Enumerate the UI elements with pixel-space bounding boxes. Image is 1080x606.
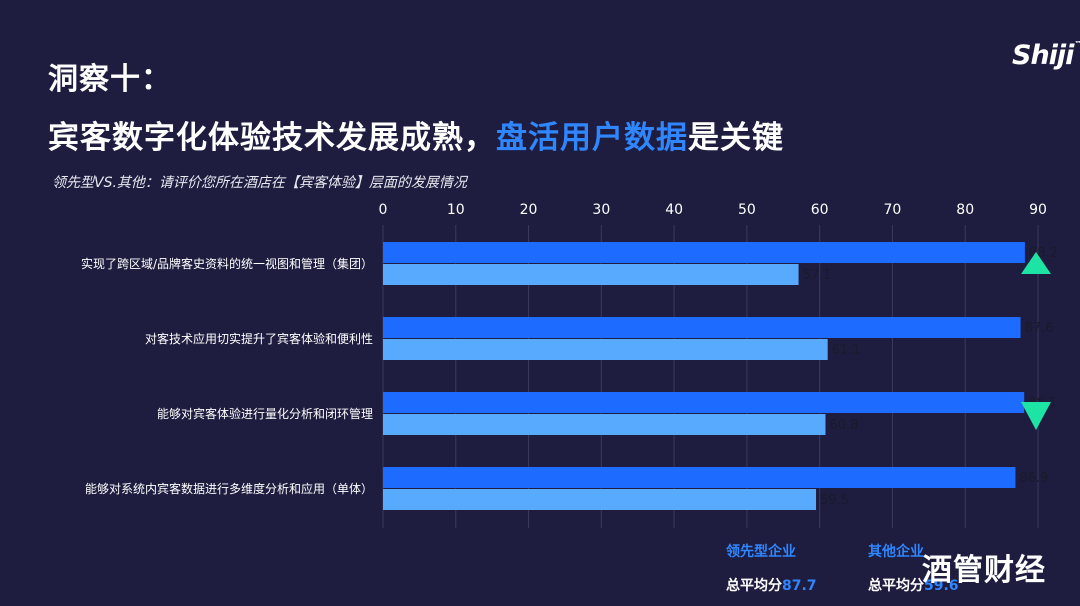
data-label: 86.9 — [1019, 471, 1048, 486]
bar-other — [383, 264, 799, 285]
chart-subtitle: 领先型VS.其他：请评价您所在酒店在【宾客体验】层面的发展情况 — [52, 175, 467, 191]
shiji-logo: Shiji™ — [1012, 40, 1080, 71]
category-label: 能够对宾客体验进行量化分析和闭环管理 — [157, 406, 373, 421]
data-label: 61.1 — [832, 343, 861, 358]
slide-label: 洞察十： — [48, 62, 172, 97]
legend-other-avg-value: 59.6 — [924, 578, 959, 594]
x-tick-label: 10 — [447, 202, 465, 218]
headline-highlight: 盘活用户数据 — [496, 120, 688, 156]
logo-trademark: ™ — [1074, 40, 1080, 48]
legend-other: 其他企业 总平均分59.6 — [868, 541, 959, 595]
legend-other-avg-label: 总平均分 — [868, 578, 924, 594]
legend-other-avg: 总平均分59.6 — [868, 575, 959, 595]
bar-leading — [383, 317, 1021, 338]
headline-part1: 宾客数字化体验技术发展成熟， — [48, 120, 496, 156]
data-label: 59.5 — [820, 493, 849, 508]
legend-leading: 领先型企业 总平均分87.7 — [726, 541, 817, 595]
bar-leading — [383, 467, 1016, 488]
x-tick-label: 90 — [1029, 202, 1047, 218]
headline-part2: 是关键 — [688, 120, 784, 156]
up-triangle-marker — [1021, 252, 1051, 274]
data-label: 57.1 — [803, 268, 832, 283]
category-label: 实现了跨区域/品牌客史资料的统一视图和管理（集团） — [81, 256, 373, 271]
category-label: 对客技术应用切实提升了宾客体验和便利性 — [145, 331, 373, 346]
bar-other — [383, 339, 828, 360]
x-tick-label: 70 — [884, 202, 902, 218]
x-tick-label: 60 — [811, 202, 829, 218]
legend-other-name: 其他企业 — [868, 544, 924, 560]
category-label: 能够对系统内宾客数据进行多维度分析和应用（单体） — [85, 481, 373, 496]
x-tick-label: 0 — [379, 202, 388, 218]
watermark: 酒管财经 — [922, 553, 1046, 588]
bar-leading — [383, 392, 1025, 413]
logo-text: Shiji — [1012, 40, 1074, 71]
down-triangle-marker — [1021, 402, 1051, 430]
legend-leading-name: 领先型企业 — [726, 544, 796, 560]
bar-other — [383, 414, 826, 435]
bar-leading — [383, 242, 1025, 263]
bar-other — [383, 489, 817, 510]
legend-leading-avg: 总平均分87.7 — [726, 575, 817, 595]
data-label: 87.6 — [1025, 321, 1054, 336]
x-tick-label: 40 — [665, 202, 683, 218]
data-label: 60.8 — [829, 418, 858, 433]
legend-leading-avg-value: 87.7 — [782, 578, 817, 594]
headline: 宾客数字化体验技术发展成熟，盘活用户数据是关键 — [48, 112, 784, 157]
x-tick-label: 50 — [738, 202, 756, 218]
legend-leading-avg-label: 总平均分 — [726, 578, 782, 594]
x-tick-label: 30 — [592, 202, 610, 218]
x-tick-label: 20 — [520, 202, 538, 218]
x-tick-label: 80 — [956, 202, 974, 218]
